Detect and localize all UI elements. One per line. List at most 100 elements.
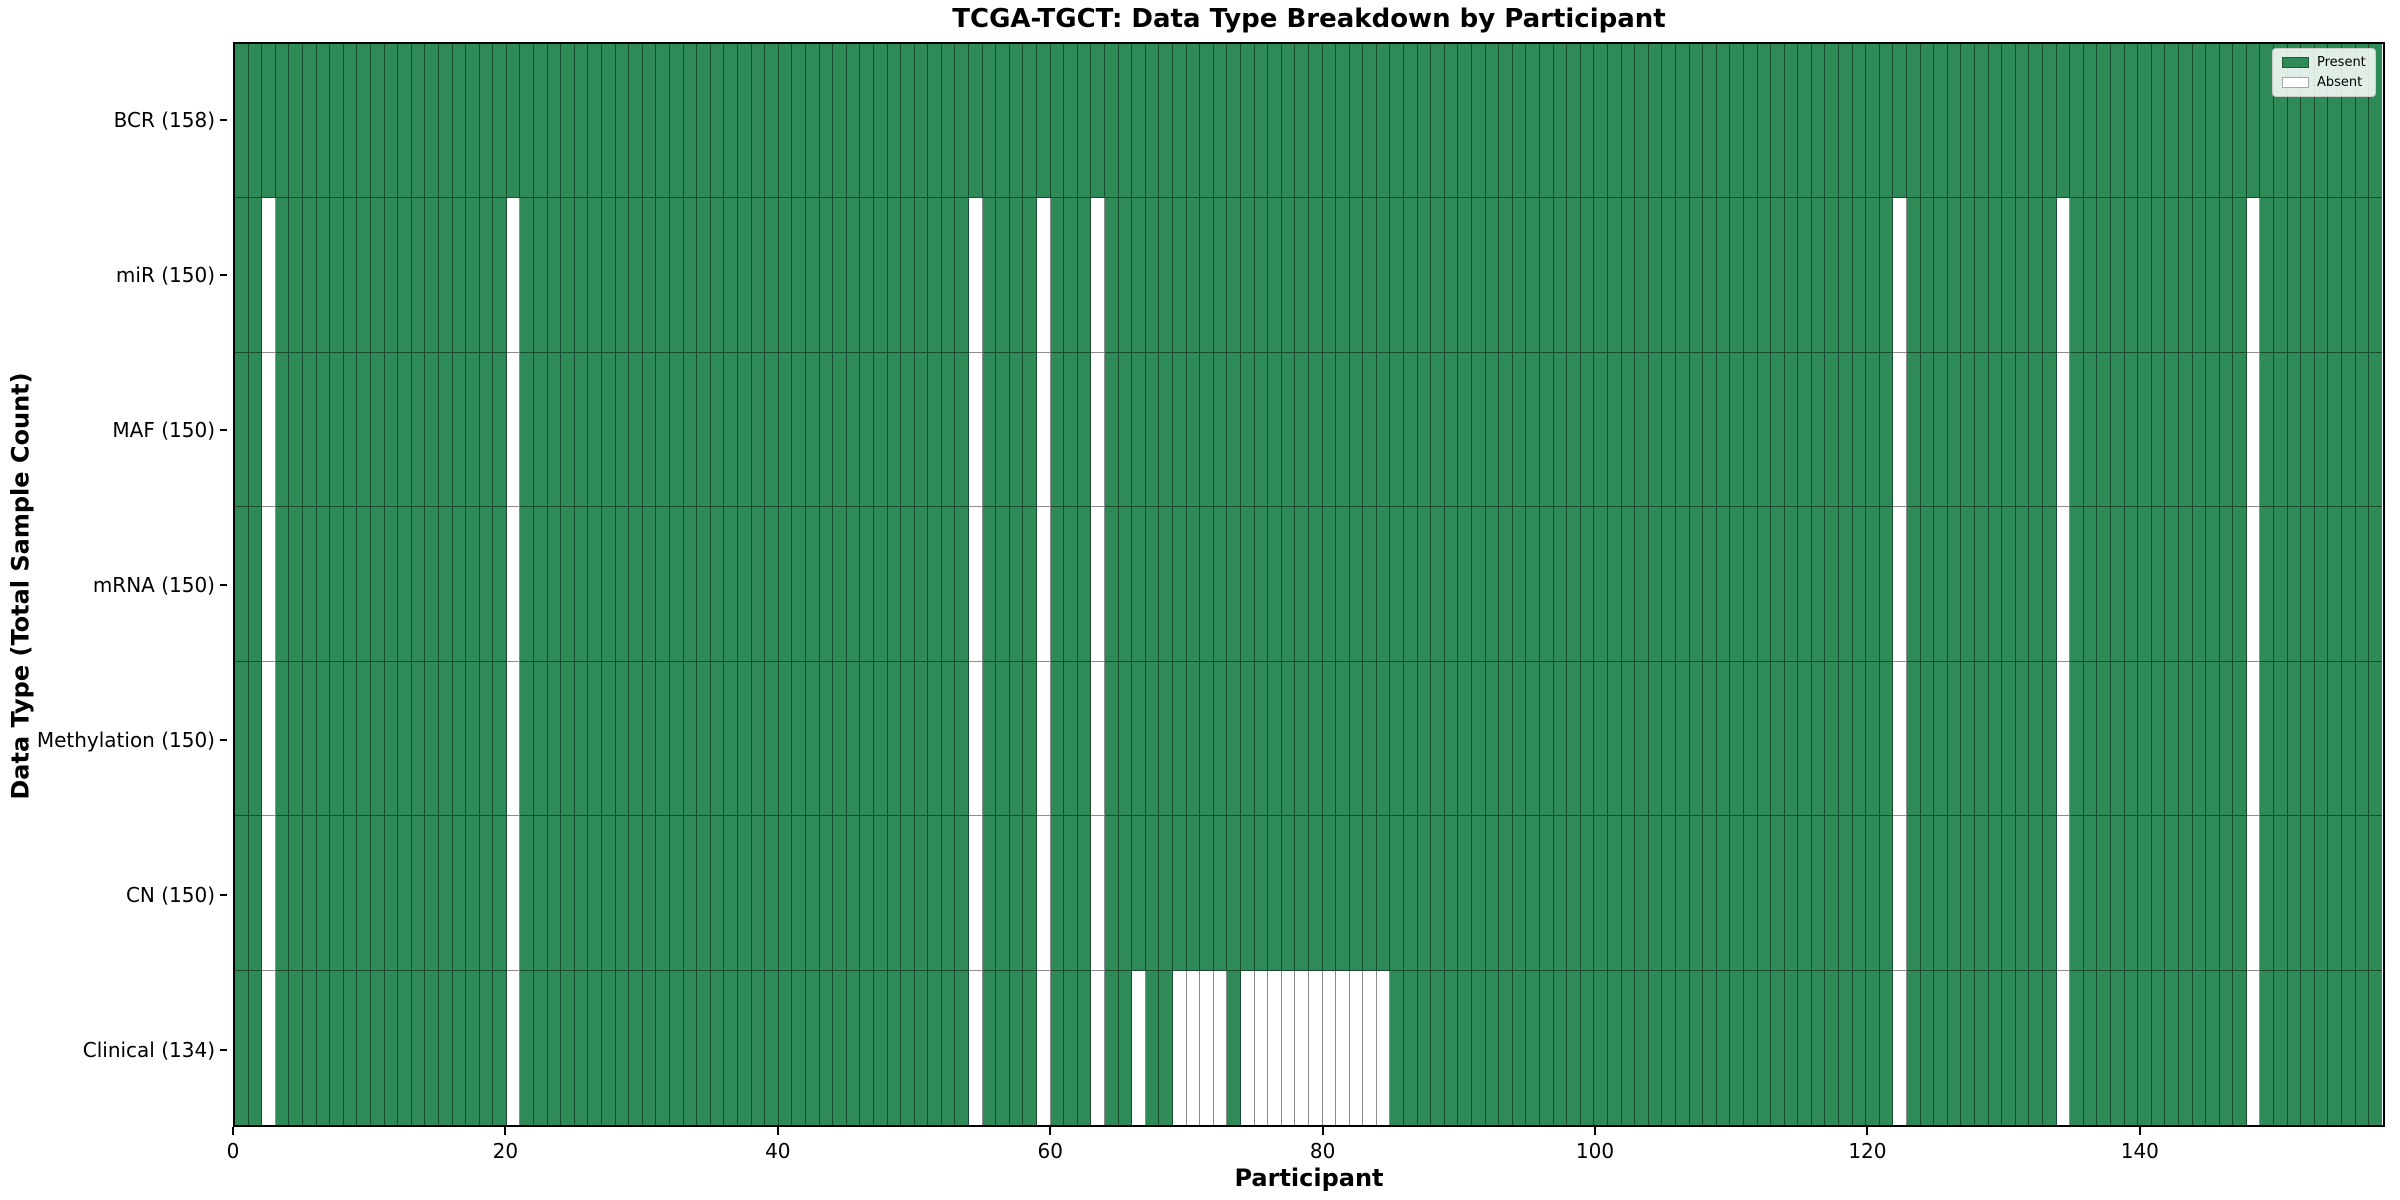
cell-present	[1349, 44, 1364, 199]
cell-present	[1866, 198, 1880, 353]
cell-present	[466, 970, 480, 1125]
cell-present	[1023, 816, 1038, 971]
cell-absent	[2246, 352, 2261, 508]
cell-present	[1920, 198, 1935, 353]
cell-present	[1866, 352, 1880, 508]
cell-present	[629, 970, 643, 1125]
cell-present	[506, 44, 521, 199]
cell-present	[1037, 44, 1051, 199]
cell-absent	[1186, 970, 1201, 1125]
cell-present	[1975, 661, 1989, 817]
cell-present	[765, 970, 779, 1125]
cell-present	[275, 970, 290, 1125]
y-tick-label: BCR (158)	[113, 107, 215, 132]
cell-present	[1580, 970, 1595, 1125]
cell-present	[438, 507, 453, 662]
cell-present	[1485, 198, 1500, 353]
cell-present	[846, 198, 861, 353]
cell-present	[1200, 352, 1214, 508]
cell-present	[792, 44, 806, 199]
x-axis-ticks: 0 20 40 60 80 100 120 140	[227, 1127, 2385, 1171]
cell-present	[982, 198, 997, 353]
cell-present	[248, 661, 263, 817]
cell-present	[1213, 661, 1228, 817]
cell-present	[398, 661, 412, 817]
cell-present	[724, 816, 738, 971]
cell-present	[1281, 198, 1296, 353]
cell-present	[574, 198, 589, 353]
cell-present	[1975, 507, 1989, 662]
cell-present	[1472, 816, 1486, 971]
cell-present	[466, 198, 480, 353]
cell-present	[2097, 507, 2111, 662]
cell-present	[2287, 198, 2302, 353]
cell-present	[602, 507, 616, 662]
cell-present	[1268, 816, 1282, 971]
cell-present	[1308, 816, 1323, 971]
cell-present	[887, 816, 902, 971]
cell-present	[615, 44, 630, 199]
cell-present	[1349, 352, 1364, 508]
cell-present	[1988, 816, 2003, 971]
x-tick-label: 60	[1037, 1139, 1063, 1163]
cell-present	[1023, 661, 1038, 817]
cell-present	[697, 507, 711, 662]
cell-present	[343, 661, 358, 817]
cell-absent	[969, 970, 983, 1125]
y-tick-label: Clinical (134)	[82, 1037, 215, 1062]
cell-present	[1213, 507, 1228, 662]
cell-present	[955, 198, 970, 353]
cell-present	[547, 352, 562, 508]
data-type-row	[235, 816, 2383, 971]
cell-present	[2083, 970, 2098, 1125]
cell-present	[928, 816, 942, 971]
cell-present	[710, 44, 725, 199]
cell-present	[2274, 352, 2288, 508]
cell-present	[2083, 44, 2098, 199]
y-axis-tick-labels: BCR (158) miR (150) MAF (150) mRNA (150) Met…	[0, 42, 227, 1127]
cell-present	[2042, 507, 2057, 662]
cell-present	[2328, 352, 2343, 508]
cell-present	[316, 816, 331, 971]
cell-present	[2274, 507, 2288, 662]
cell-present	[778, 970, 793, 1125]
cell-present	[1947, 816, 1962, 971]
cell-present	[1105, 352, 1119, 508]
cell-present	[1635, 198, 1649, 353]
cell-present	[1852, 661, 1867, 817]
cell-absent	[1893, 970, 1908, 1125]
y-tick-mark	[220, 1048, 227, 1051]
cell-present	[2165, 661, 2179, 817]
cell-present	[1023, 970, 1038, 1125]
y-tick-row: MAF (150)	[0, 352, 227, 507]
cell-present	[1499, 970, 1513, 1125]
cell-present	[1077, 970, 1092, 1125]
cell-present	[941, 44, 956, 199]
cell-present	[1268, 661, 1282, 817]
cell-present	[2124, 970, 2139, 1125]
cell-present	[1920, 816, 1935, 971]
x-tick-label: 0	[226, 1139, 240, 1163]
cell-present	[765, 661, 779, 817]
cell-present	[982, 661, 997, 817]
cell-absent	[1240, 970, 1255, 1125]
cell-present	[2165, 44, 2179, 199]
cell-present	[1485, 970, 1500, 1125]
cell-present	[2083, 352, 2098, 508]
cell-present	[520, 198, 535, 353]
cell-present	[629, 198, 643, 353]
cell-present	[316, 661, 331, 817]
cell-present	[1105, 198, 1119, 353]
cell-present	[248, 352, 263, 508]
cell-present	[2355, 661, 2370, 817]
cell-present	[1322, 507, 1337, 662]
cell-present	[1771, 970, 1785, 1125]
cell-present	[289, 816, 303, 971]
cell-present	[1988, 970, 2003, 1125]
cell-present	[1145, 352, 1160, 508]
cell-present	[493, 44, 507, 199]
cell-present	[1159, 352, 1173, 508]
cell-present	[683, 507, 698, 662]
cell-present	[1322, 352, 1337, 508]
cell-present	[2178, 970, 2193, 1125]
